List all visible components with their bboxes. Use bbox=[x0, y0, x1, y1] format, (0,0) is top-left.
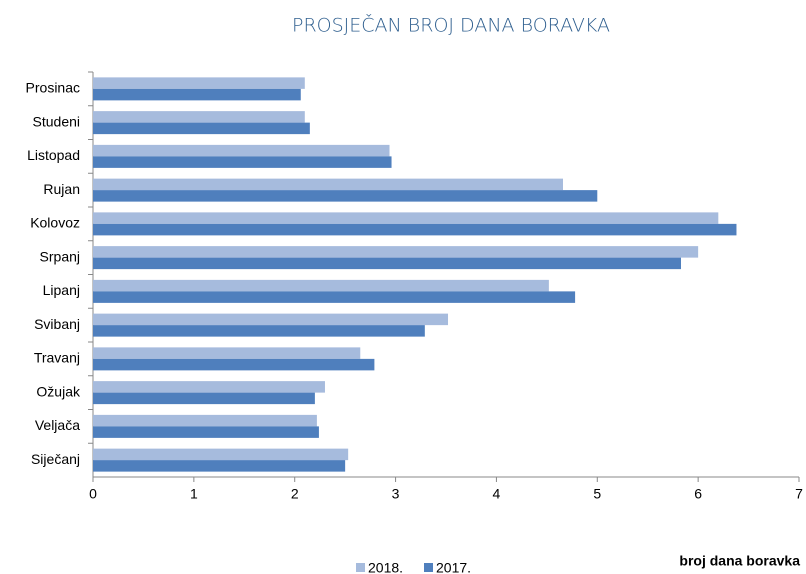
x-tick-label: 6 bbox=[694, 486, 702, 502]
x-tick-label: 1 bbox=[190, 486, 198, 502]
bar bbox=[93, 190, 598, 202]
bar bbox=[93, 88, 301, 101]
bar bbox=[93, 279, 549, 292]
y-tick-label: Ožujak bbox=[36, 383, 81, 399]
legend-label: 2018. bbox=[368, 560, 403, 574]
legend-swatch bbox=[424, 563, 433, 572]
bar bbox=[93, 144, 390, 157]
bar bbox=[93, 358, 375, 371]
x-tick-label: 3 bbox=[392, 486, 400, 502]
bar bbox=[93, 77, 305, 89]
chart-title: PROSJEČAN BROJ DANA BORAVKA bbox=[292, 13, 610, 37]
x-tick-label: 0 bbox=[89, 486, 97, 502]
x-tick-label: 2 bbox=[291, 486, 299, 502]
bar bbox=[93, 426, 319, 438]
y-tick-label: Listopad bbox=[27, 147, 80, 163]
bar bbox=[93, 111, 305, 123]
y-tick-label: Siječanj bbox=[31, 451, 80, 467]
y-tick-label: Lipanj bbox=[43, 282, 80, 298]
x-tick-label: 4 bbox=[493, 486, 501, 502]
bar bbox=[93, 178, 563, 191]
bar bbox=[93, 212, 719, 224]
bar bbox=[93, 291, 576, 303]
y-tick-label: Kolovoz bbox=[30, 215, 80, 231]
y-tick-label: Rujan bbox=[43, 181, 80, 197]
bar bbox=[93, 246, 699, 258]
bar bbox=[93, 325, 425, 337]
y-tick-label: Travanj bbox=[34, 350, 80, 366]
x-tick-label: 5 bbox=[593, 486, 601, 502]
bar bbox=[93, 460, 346, 472]
x-axis-label: broj dana boravka bbox=[679, 553, 800, 569]
bar bbox=[93, 313, 449, 326]
bar bbox=[93, 347, 361, 359]
y-tick-label: Prosinac bbox=[26, 80, 80, 96]
bar bbox=[93, 381, 325, 393]
bar bbox=[93, 223, 737, 236]
y-tick-label: Veljača bbox=[35, 417, 80, 433]
bar bbox=[93, 257, 681, 270]
bar bbox=[93, 392, 315, 405]
y-tick-label: Svibanj bbox=[34, 316, 80, 332]
x-tick-label: 7 bbox=[795, 486, 803, 502]
y-tick-label: Studeni bbox=[33, 113, 80, 129]
legend-label: 2017. bbox=[436, 560, 471, 574]
bar bbox=[93, 414, 317, 427]
bar bbox=[93, 448, 349, 461]
y-tick-label: Srpanj bbox=[40, 248, 80, 264]
bar bbox=[93, 122, 310, 135]
bar bbox=[93, 156, 392, 168]
legend-swatch bbox=[356, 563, 365, 572]
